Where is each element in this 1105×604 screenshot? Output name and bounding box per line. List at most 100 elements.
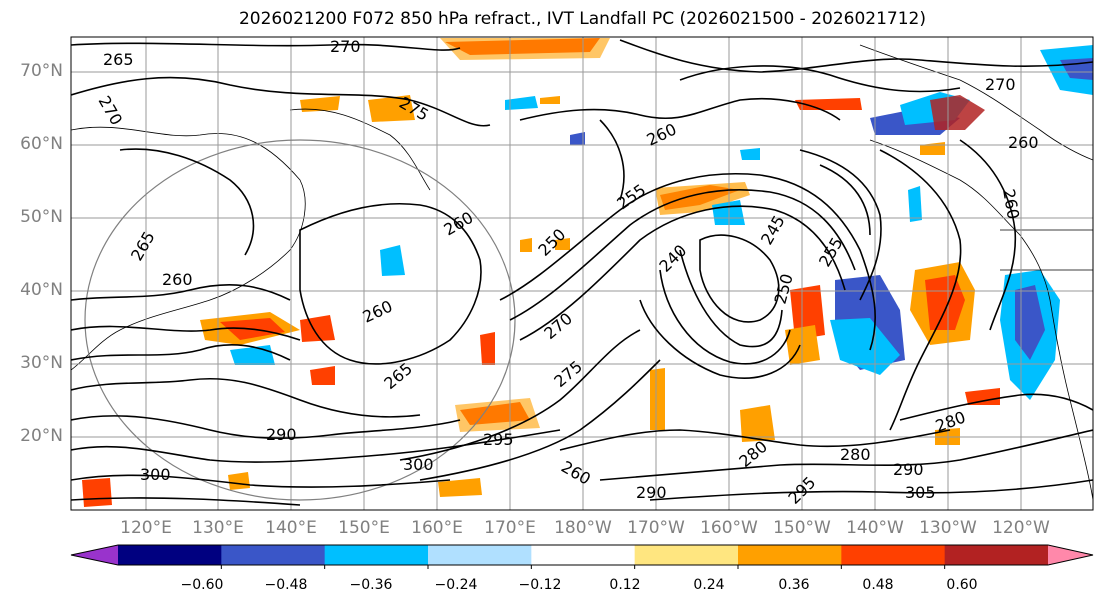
contour-label: 290 <box>893 460 924 479</box>
contour-label: 300 <box>140 465 171 484</box>
shaded-region <box>790 285 825 340</box>
colorbar-extend-high <box>1048 545 1093 565</box>
shaded-region <box>310 366 335 385</box>
shaded-region <box>505 96 538 110</box>
shaded-region <box>228 472 250 490</box>
contours <box>71 39 1093 506</box>
latitude-label: 40°N <box>20 280 63 300</box>
contour-line <box>649 479 1093 501</box>
colorbar-segment <box>221 545 326 565</box>
shaded-region <box>300 96 340 112</box>
contour-line <box>679 249 783 348</box>
shaded-region <box>520 238 532 252</box>
colorbar-tick-label: 0.24 <box>693 577 725 593</box>
contour-label: 290 <box>266 425 297 444</box>
contour-label: 295 <box>483 430 514 449</box>
colorbar-segment <box>634 545 739 565</box>
contour-line <box>509 189 856 321</box>
contour-line <box>799 149 882 301</box>
colorbar-tick-label: −0.48 <box>264 577 308 593</box>
contour-line <box>899 393 1093 421</box>
shaded-region <box>925 275 965 330</box>
contour-label: 305 <box>905 483 936 502</box>
shaded-region <box>380 245 405 276</box>
latitude-label: 30°N <box>20 353 63 373</box>
contour-line <box>119 148 255 256</box>
shaded-region <box>570 132 585 145</box>
shaded-region <box>438 478 482 497</box>
latitude-label: 50°N <box>20 207 63 227</box>
longitude-label: 170°E <box>484 518 536 538</box>
latitude-label: 20°N <box>20 426 63 446</box>
contour-line <box>679 65 961 93</box>
contour-label: 260 <box>1008 133 1039 152</box>
contour-line <box>71 415 461 440</box>
coastline <box>71 126 306 371</box>
contour-line <box>71 377 421 418</box>
contour-label: 260 <box>162 270 193 289</box>
colorbar-segment <box>944 545 1049 565</box>
longitude-label: 130°E <box>192 518 244 538</box>
shaded-region <box>830 318 900 375</box>
colorbar-tick-label: 0.60 <box>946 577 978 593</box>
colorbar-tick-label: −0.60 <box>180 577 224 593</box>
longitude-label: 120°E <box>120 518 172 538</box>
contour-line <box>499 172 876 351</box>
longitude-label: 120°W <box>992 518 1050 538</box>
shaded-region <box>740 148 760 160</box>
map-frame <box>70 36 1094 511</box>
contour-line <box>71 76 491 127</box>
longitude-label: 160°W <box>700 518 758 538</box>
shaded-region <box>480 332 495 365</box>
chart-title: 2026021200 F072 850 hPa refract., IVT La… <box>238 9 926 29</box>
contour-line <box>959 139 1017 331</box>
longitude-label: 160°E <box>411 518 463 538</box>
colorbar-tick-label: 0.48 <box>862 577 894 593</box>
shaded-region <box>82 478 112 507</box>
colorbar-segment <box>531 545 636 565</box>
shaded-region <box>440 38 610 60</box>
contour-line <box>71 474 451 488</box>
longitude-label: 130°W <box>919 518 977 538</box>
contour-line <box>639 299 801 379</box>
shaded-region <box>908 186 922 222</box>
colorbar-tick-label: −0.12 <box>518 577 562 593</box>
colorbar-tick-label: −0.24 <box>434 577 478 593</box>
contour-line <box>619 39 1093 73</box>
shaded-region <box>930 95 985 130</box>
contour-line <box>519 205 846 341</box>
contour-line <box>599 429 1093 481</box>
contour-line <box>559 429 951 451</box>
contour-line <box>819 164 871 236</box>
contour-line <box>71 344 291 361</box>
longitude-label: 140°W <box>846 518 904 538</box>
colorbar-tick-label: 0.36 <box>778 577 810 593</box>
contour-label: 270 <box>985 75 1016 94</box>
contour-label: 280 <box>840 445 871 464</box>
contour-line <box>299 202 482 365</box>
contour-line <box>699 234 780 323</box>
colorbar <box>70 544 1094 569</box>
contour-line <box>879 149 962 431</box>
longitude-label: 170°W <box>627 518 685 538</box>
colorbar-tick-label: −0.36 <box>349 577 393 593</box>
colorbar-extend-low <box>71 545 118 565</box>
colorbar-segment <box>324 545 429 565</box>
contour-line <box>71 497 301 506</box>
contour-label: 270 <box>330 37 361 56</box>
longitude-label: 140°E <box>265 518 317 538</box>
colorbar-segment <box>738 545 842 565</box>
shaded-region <box>555 238 570 250</box>
colorbar-tick-label: 0.12 <box>609 577 641 593</box>
colorbar-segment <box>841 545 946 565</box>
colorbar-segment <box>428 545 532 565</box>
shaded-region <box>1015 285 1045 360</box>
latitude-label: 70°N <box>20 61 63 81</box>
contour-label: 290 <box>636 483 667 502</box>
shaded-region <box>650 368 665 430</box>
contour-line <box>71 284 291 301</box>
contour-line <box>71 42 461 51</box>
latitude-label: 60°N <box>20 134 63 154</box>
shaded-region <box>540 96 560 104</box>
